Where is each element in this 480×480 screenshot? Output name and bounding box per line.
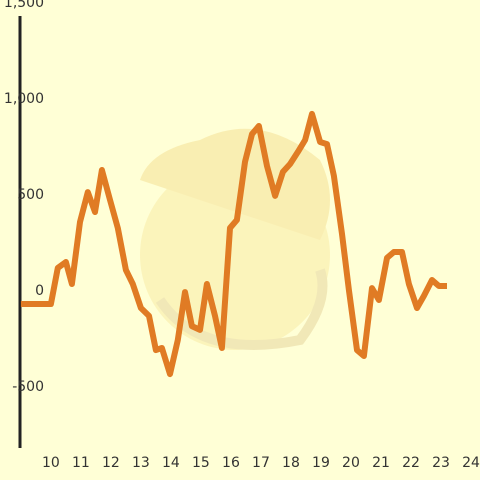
y-tick-label: 0 xyxy=(35,283,44,299)
x-tick-label: 20 xyxy=(342,455,360,471)
x-tick-label: 19 xyxy=(312,455,330,471)
x-tick-label: 16 xyxy=(222,455,240,471)
x-tick-label: 23 xyxy=(432,455,450,471)
y-tick-label: 1,500 xyxy=(4,0,44,11)
data-line xyxy=(20,110,447,378)
x-tick-label: 11 xyxy=(72,455,90,471)
y-tick-label: 500 xyxy=(17,187,44,203)
y-tick-label: -500 xyxy=(12,379,44,395)
x-tick-label: 18 xyxy=(282,455,300,471)
x-tick-label: 13 xyxy=(132,455,150,471)
x-tick-label: 22 xyxy=(402,455,420,471)
y-tick-label: 1,000 xyxy=(4,91,44,107)
x-tick-label: 24 xyxy=(462,455,480,471)
x-tick-label: 14 xyxy=(162,455,180,471)
x-tick-label: 12 xyxy=(102,455,120,471)
x-tick-label: 15 xyxy=(192,455,210,471)
x-tick-label: 17 xyxy=(252,455,270,471)
x-tick-label: 10 xyxy=(42,455,60,471)
watermark xyxy=(140,128,330,350)
x-tick-label: 21 xyxy=(372,455,390,471)
